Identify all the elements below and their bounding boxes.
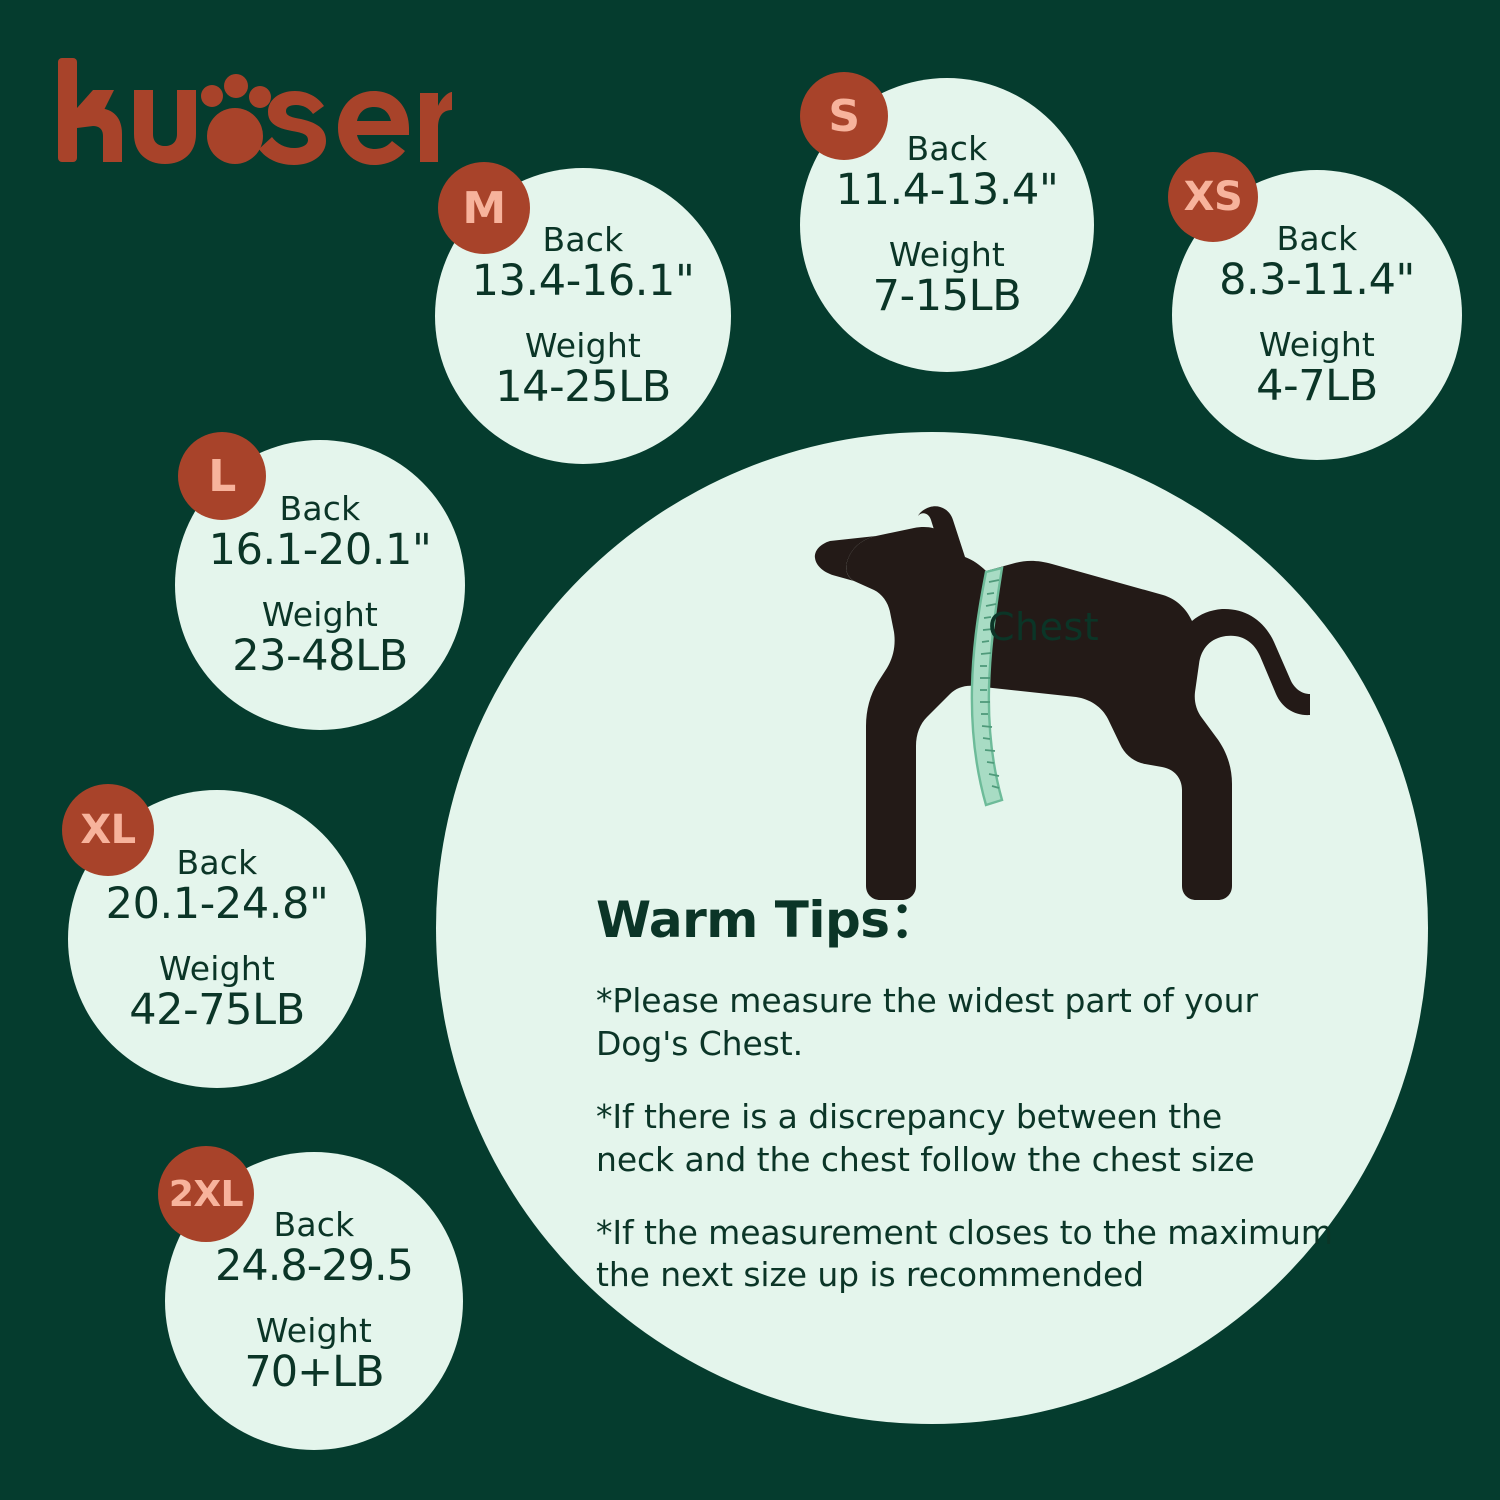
back-label: Back bbox=[1276, 219, 1358, 258]
weight-label: Weight bbox=[524, 326, 642, 365]
warm-tips-block: Warm Tips： *Please measure the widest pa… bbox=[596, 880, 1356, 1297]
weight-value: 4-7LB bbox=[1256, 361, 1378, 411]
weight-value: 7-15LB bbox=[872, 271, 1022, 321]
back-value: 8.3-11.4" bbox=[1219, 255, 1415, 305]
size-badge-s[interactable]: S bbox=[800, 72, 888, 160]
back-label: Back bbox=[279, 489, 361, 528]
weight-label: Weight bbox=[158, 949, 276, 988]
back-label: Back bbox=[542, 220, 624, 259]
size-badge-l[interactable]: L bbox=[178, 432, 266, 520]
back-value: 24.8-29.5 bbox=[214, 1241, 414, 1291]
weight-value: 42-75LB bbox=[129, 985, 305, 1035]
weight-label: Weight bbox=[261, 595, 379, 634]
weight-label: Weight bbox=[1258, 325, 1376, 364]
brand-logo bbox=[52, 50, 452, 170]
weight-label: Weight bbox=[888, 235, 1006, 274]
back-label: Back bbox=[273, 1205, 355, 1244]
back-value: 20.1-24.8" bbox=[105, 879, 329, 929]
size-badge-xs[interactable]: XS bbox=[1168, 152, 1258, 242]
back-label: Back bbox=[176, 843, 258, 882]
size-bubble-m[interactable]: Back 13.4-16.1" Weight 14-25LB bbox=[435, 168, 731, 464]
warm-tip-item: *Please measure the widest part of your … bbox=[596, 981, 1258, 1063]
back-label: Back bbox=[906, 129, 988, 168]
weight-value: 14-25LB bbox=[495, 362, 671, 412]
back-value: 16.1-20.1" bbox=[208, 525, 432, 575]
chest-label: Chest bbox=[988, 605, 1100, 649]
warm-tips-title: Warm Tips： bbox=[596, 891, 940, 949]
weight-label: Weight bbox=[255, 1311, 373, 1350]
weight-value: 23-48LB bbox=[232, 631, 408, 681]
size-badge-2xl[interactable]: 2XL bbox=[158, 1146, 254, 1242]
back-value: 13.4-16.1" bbox=[471, 256, 695, 306]
dog-silhouette-illustration bbox=[790, 496, 1310, 946]
warm-tip-item: *If the measurement closes to the maximu… bbox=[596, 1212, 1333, 1295]
warm-tip-item: *If there is a discrepancy between the n… bbox=[596, 1096, 1255, 1179]
dog-body-shape bbox=[814, 506, 1310, 900]
weight-value: 70+LB bbox=[244, 1347, 384, 1397]
size-badge-xl[interactable]: XL bbox=[62, 784, 154, 876]
chest-tape-measure bbox=[970, 566, 1004, 807]
size-badge-m[interactable]: M bbox=[438, 162, 530, 254]
back-value: 11.4-13.4" bbox=[835, 165, 1059, 215]
